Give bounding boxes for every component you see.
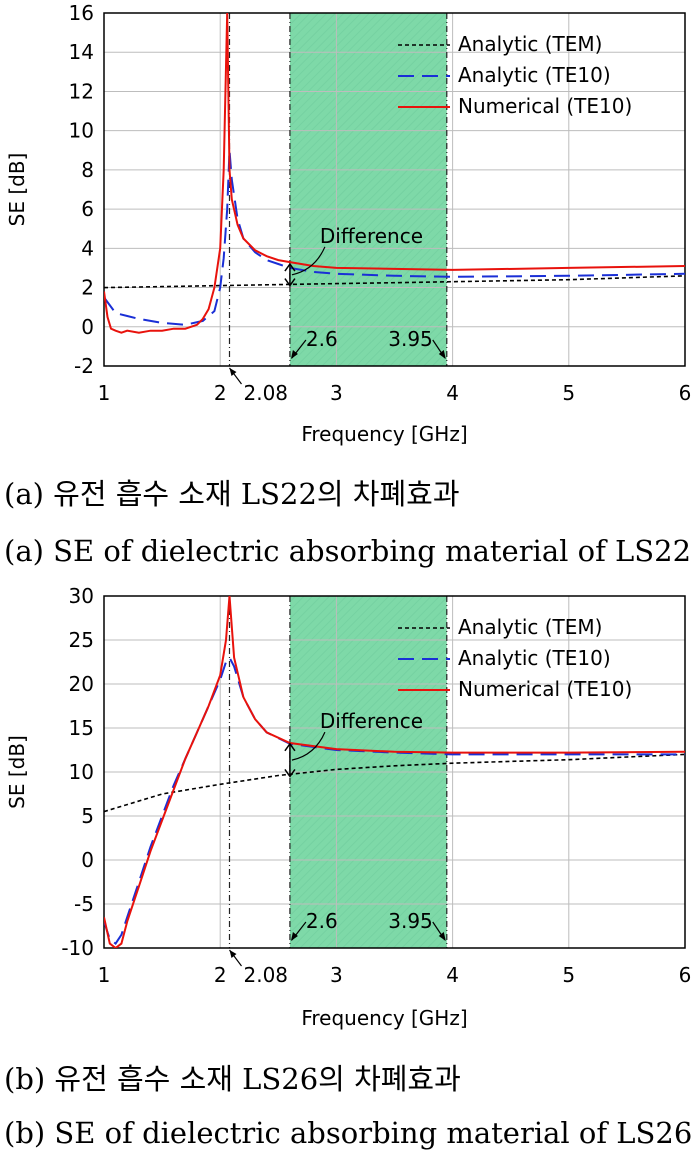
cutoff-label: 2.08: [243, 963, 288, 987]
difference-arrowhead-bottom: [284, 768, 296, 778]
difference-arrowhead-top: [284, 262, 296, 272]
band-pointer-end-head: [438, 350, 446, 359]
series-group: [104, 13, 685, 334]
shaded-band-hatch: [289, 13, 447, 366]
band-label-start: 2.6: [306, 909, 338, 933]
y-tick-label: 16: [69, 1, 94, 25]
x-tick-label: 5: [562, 963, 575, 987]
y-tick-label: 6: [81, 197, 94, 221]
cutoff-pointer-head: [229, 368, 237, 376]
y-tick-label: 0: [81, 315, 94, 339]
legend-label-1: Analytic (TE10): [458, 646, 611, 670]
legend-label-0: Analytic (TEM): [458, 32, 602, 56]
band-pointer-start-head: [290, 350, 298, 359]
y-tick-label: 25: [69, 628, 94, 652]
y-tick-label: 2: [81, 276, 94, 300]
series-line-0: [104, 753, 685, 813]
cutoff-label: 2.08: [243, 381, 288, 405]
x-tick-label: 4: [446, 381, 459, 405]
y-tick-label: 8: [81, 158, 94, 182]
difference-arrowhead-bottom: [284, 278, 296, 287]
legend-label-1: Analytic (TE10): [458, 63, 611, 87]
legend-label-0: Analytic (TEM): [458, 615, 602, 639]
cutoff-pointer-head: [229, 950, 237, 958]
difference-leader: [291, 246, 326, 276]
y-tick-label: 20: [69, 672, 94, 696]
plot-frame: [103, 12, 686, 367]
y-tick-label: -2: [74, 354, 94, 378]
x-tick-label: 2: [214, 963, 227, 987]
series-line-0: [104, 275, 685, 289]
y-tick-label: 10: [69, 760, 94, 784]
x-axis-label: Frequency [GHz]: [301, 422, 467, 446]
y-tick-label: 5: [81, 804, 94, 828]
chart-b: 1 2 3 4 5 6 -10 -5 0 5 10 15 20 25 30 Frequency [GHz] SE…: [5, 584, 691, 1030]
plot-frame: [103, 595, 686, 949]
caption-a-korean: (a) 유전 흡수 소재 LS22의 차폐효과: [4, 477, 460, 511]
y-tick-label: 14: [69, 40, 94, 64]
x-tick-label: 3: [330, 963, 343, 987]
x-tick-label: 1: [98, 381, 111, 405]
x-tick-label: 2: [214, 381, 227, 405]
x-tick-label: 6: [679, 963, 692, 987]
legend-label-2: Numerical (TE10): [458, 677, 632, 701]
y-tick-label: 12: [69, 79, 94, 103]
series-line-1: [104, 150, 685, 326]
y-tick-label: 30: [69, 584, 94, 608]
band-pointer-end-head: [438, 932, 446, 941]
x-tick-label: 4: [446, 963, 459, 987]
difference-leader: [291, 731, 326, 761]
x-tick-label: 3: [330, 381, 343, 405]
series-line-2: [104, 596, 685, 948]
y-tick-label: -5: [74, 892, 94, 916]
x-tick-label: 1: [98, 963, 111, 987]
y-tick-label: -10: [61, 936, 94, 960]
band-pointer-start-head: [290, 932, 298, 941]
y-axis-label: SE [dB]: [5, 153, 29, 227]
x-axis-label: Frequency [GHz]: [301, 1006, 467, 1030]
x-tick-label: 6: [679, 381, 692, 405]
series-line-2: [104, 13, 685, 334]
band-label-end: 3.95: [388, 909, 433, 933]
band-label-end: 3.95: [388, 327, 433, 351]
legend-label-2: Numerical (TE10): [458, 94, 632, 118]
caption-b-english: (b) SE of dielectric absorbing material …: [4, 1116, 692, 1150]
y-tick-label: 15: [69, 716, 94, 740]
difference-label: Difference: [320, 224, 423, 248]
band-label-start: 2.6: [306, 327, 338, 351]
y-axis-label: SE [dB]: [5, 735, 29, 809]
difference-label: Difference: [320, 709, 423, 733]
difference-arrowhead-top: [284, 742, 296, 752]
series-group: [104, 596, 685, 948]
y-tick-label: 0: [81, 848, 94, 872]
caption-a-english: (a) SE of dielectric absorbing material …: [4, 534, 691, 568]
x-tick-label: 5: [562, 381, 575, 405]
y-tick-label: 4: [81, 236, 94, 260]
caption-b-korean: (b) 유전 흡수 소재 LS26의 차폐효과: [4, 1062, 461, 1096]
y-tick-label: 10: [69, 119, 94, 143]
